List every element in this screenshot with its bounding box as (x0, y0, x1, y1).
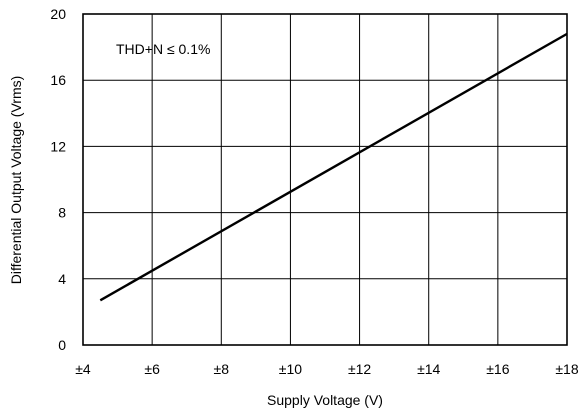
y-tick-label: 0 (58, 337, 66, 353)
y-tick-label: 4 (58, 271, 66, 287)
x-axis-title: Supply Voltage (V) (267, 392, 383, 408)
x-tick-label: ±8 (214, 361, 230, 377)
plot-frame (82, 13, 568, 346)
series-layer (99, 32, 568, 302)
y-tick-label: 16 (50, 72, 66, 88)
y-axis-ticks: 0 4 8 12 16 20 (50, 6, 66, 353)
thd-annotation: THD+N ≤ 0.1% (116, 41, 210, 57)
x-tick-label: ±12 (348, 361, 371, 377)
series-line (99, 32, 568, 302)
x-tick-label: ±16 (486, 361, 509, 377)
y-tick-label: 20 (50, 6, 66, 22)
x-tick-label: ±10 (279, 361, 302, 377)
y-axis-title: Differential Output Voltage (Vrms) (8, 76, 24, 285)
x-tick-label: ±14 (417, 361, 440, 377)
grid-lines (83, 14, 567, 345)
x-tick-label: ±6 (144, 361, 160, 377)
x-tick-label: ±4 (75, 361, 91, 377)
y-tick-label: 8 (58, 205, 66, 221)
x-tick-label: ±18 (555, 361, 578, 377)
x-axis-ticks: ±4 ±6 ±8 ±10 ±12 ±14 ±16 ±18 (75, 361, 579, 377)
y-tick-label: 12 (50, 138, 66, 154)
